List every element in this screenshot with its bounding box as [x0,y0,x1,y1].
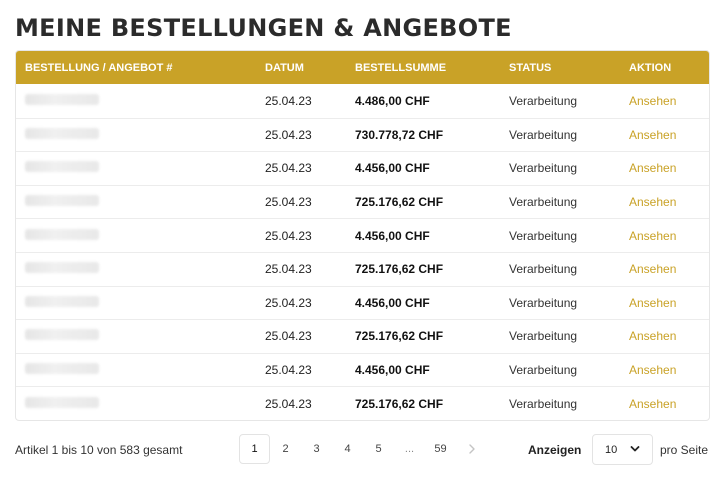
total-cell: 4.456,00 CHF [355,295,430,310]
orders-table: BESTELLUNG / ANGEBOT # DATUM BESTELLSUMM… [15,50,710,421]
next-page-button[interactable] [456,434,487,464]
total-cell: 4.456,00 CHF [355,363,430,378]
status-cell: Verarbeitung [509,93,578,108]
status-cell: Verarbeitung [509,295,578,310]
header-total: BESTELLSUMME [355,61,447,74]
page-button[interactable]: 3 [313,443,320,455]
view-link[interactable]: Ansehen [629,396,677,411]
order-number-cell [16,396,265,411]
per-page-select[interactable]: 10 [592,434,653,465]
chevron-down-icon [630,446,640,452]
page-button[interactable]: 1 [239,434,270,464]
date-cell: 25.04.23 [265,262,312,277]
total-cell: 730.778,72 CHF [355,127,444,142]
page-button[interactable]: 5 [375,443,382,455]
redacted-order-number [25,262,99,274]
order-number-cell [16,228,265,243]
table-row: 25.04.23 4.486,00 CHF Verarbeitung Ansehen [16,84,709,118]
view-link[interactable]: Ansehen [629,127,677,142]
page-title: MEINE BESTELLUNGEN & ANGEBOTE [15,14,512,42]
redacted-order-number [25,127,99,139]
redacted-order-number [25,228,99,240]
per-page-value: 10 [605,443,618,456]
header-status: STATUS [509,61,552,74]
status-cell: Verarbeitung [509,329,578,344]
date-cell: 25.04.23 [265,93,312,108]
order-number-cell [16,262,265,276]
table-header: BESTELLUNG / ANGEBOT # DATUM BESTELLSUMM… [16,51,709,84]
order-number-cell [16,127,265,142]
view-link[interactable]: Ansehen [629,262,677,277]
table-row: 25.04.23 725.176,62 CHF Verarbeitung Ansehe… [16,251,709,286]
status-cell: Verarbeitung [509,363,578,378]
order-number-cell [16,363,265,377]
header-order-number: BESTELLUNG / ANGEBOT # [25,61,173,74]
table-row: 25.04.23 725.176,62 CHF Verarbeitung Ansehe… [16,184,709,219]
date-cell: 25.04.23 [265,295,312,310]
order-number-cell [16,195,265,209]
table-footer: Artikel 1 bis 10 von 583 gesamt 1 2 3 4 5...… [15,434,715,466]
view-link[interactable]: Ansehen [629,363,677,378]
status-cell: Verarbeitung [509,127,578,142]
date-cell: 25.04.23 [265,161,312,176]
order-number-cell [16,161,265,175]
total-cell: 725.176,62 CHF [355,329,444,344]
total-cell: 725.176,62 CHF [355,262,444,277]
status-cell: Verarbeitung [509,195,578,210]
date-cell: 25.04.23 [265,329,312,344]
table-row: 25.04.23 4.456,00 CHF Verarbeitung Ansehen [16,285,709,320]
total-cell: 725.176,62 CHF [355,195,444,210]
order-number-cell [16,93,265,108]
order-number-cell [16,295,265,310]
table-row: 25.04.23 4.456,00 CHF Verarbeitung Ansehen [16,218,709,252]
page-button[interactable]: 4 [344,443,351,455]
redacted-order-number [25,195,99,207]
date-cell: 25.04.23 [265,363,312,378]
table-row: 25.04.23 4.456,00 CHF Verarbeitung Ansehen [16,151,709,185]
date-cell: 25.04.23 [265,396,312,411]
redacted-order-number [25,161,99,173]
total-cell: 4.456,00 CHF [355,228,430,243]
table-row: 25.04.23 725.176,62 CHF Verarbeitung Ansehe… [16,386,709,420]
redacted-order-number [25,329,99,341]
status-cell: Verarbeitung [509,228,578,243]
page-button[interactable]: 2 [282,443,289,455]
date-cell: 25.04.23 [265,127,312,142]
view-link[interactable]: Ansehen [629,295,677,310]
total-cell: 4.486,00 CHF [355,93,430,108]
view-link[interactable]: Ansehen [629,161,677,176]
page-button[interactable]: 59 [434,443,447,455]
view-link[interactable]: Ansehen [629,195,677,210]
table-row: 25.04.23 730.778,72 CHF Verarbeitung Ansehe… [16,117,709,152]
redacted-order-number [25,396,99,408]
status-cell: Verarbeitung [509,262,578,277]
redacted-order-number [25,93,99,105]
status-cell: Verarbeitung [509,396,578,411]
redacted-order-number [25,363,99,375]
pagination-summary: Artikel 1 bis 10 von 583 gesamt [15,443,183,457]
table-row: 25.04.23 725.176,62 CHF Verarbeitung Ansehe… [16,319,709,353]
view-link[interactable]: Ansehen [629,93,677,108]
total-cell: 725.176,62 CHF [355,396,444,411]
pagination-ellipsis: ... [404,443,415,455]
chevron-right-icon [468,444,475,454]
order-number-cell [16,329,265,343]
header-action: AKTION [629,61,672,74]
table-body: 25.04.23 4.486,00 CHF Verarbeitung Ansehen 2… [16,84,709,420]
date-cell: 25.04.23 [265,228,312,243]
status-cell: Verarbeitung [509,161,578,176]
show-label: Anzeigen [528,443,582,457]
date-cell: 25.04.23 [265,195,312,210]
pagination: 1 2 3 4 5... 59 [239,434,487,464]
total-cell: 4.456,00 CHF [355,161,430,176]
header-date: DATUM [265,61,304,74]
table-row: 25.04.23 4.456,00 CHF Verarbeitung Ansehen [16,352,709,387]
redacted-order-number [25,295,99,307]
view-link[interactable]: Ansehen [629,228,677,243]
view-link[interactable]: Ansehen [629,329,677,344]
per-page-label: pro Seite [660,443,709,457]
